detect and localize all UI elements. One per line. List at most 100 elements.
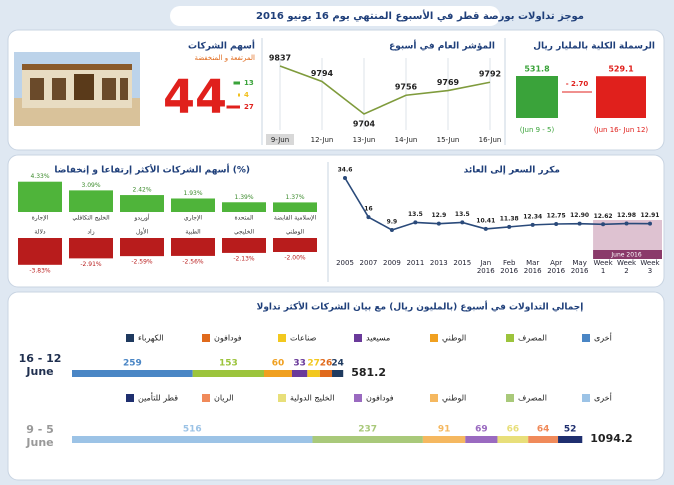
legend-swatch [354, 334, 362, 342]
value-label: -3.83% [29, 267, 51, 274]
bar [222, 202, 266, 212]
category-label: المتحدة [235, 215, 254, 222]
value-label: 91 [438, 425, 451, 435]
building-photo [14, 52, 140, 126]
value-label: 531.8 [524, 65, 550, 74]
value-label: 9704 [353, 120, 376, 129]
point [366, 215, 371, 220]
segment [291, 370, 308, 377]
segment [558, 436, 583, 443]
legend-label: الكهرباء [138, 334, 164, 343]
value-label: -2.59% [131, 259, 153, 266]
panel [7, 291, 665, 481]
point [483, 226, 488, 231]
point [460, 220, 465, 225]
x-tick-label: 2007 [359, 259, 378, 267]
count-label: 4 [244, 91, 249, 99]
category-label: دلالة [34, 229, 45, 236]
segment [192, 370, 264, 377]
row-label: 9 - 5 June [26, 423, 54, 449]
value-label: 69 [475, 425, 488, 435]
x-tick-label: Week 2 [616, 259, 637, 275]
value-label: 27 [307, 359, 320, 369]
legend-label: أخرى [594, 333, 612, 343]
segment [307, 370, 320, 377]
annotation: - 2.70 [566, 80, 589, 88]
legend-swatch [202, 394, 210, 402]
segment [528, 436, 559, 443]
category-label: الطبية [185, 229, 201, 236]
legend-swatch [126, 394, 134, 402]
category-label: الخليجي [234, 229, 254, 236]
segment [319, 370, 333, 377]
value-label: -2.00% [284, 255, 306, 262]
panel [7, 29, 665, 151]
x-tick-label: Week 1 [593, 259, 613, 275]
x-tick-label: 2013 [429, 259, 448, 267]
point [648, 221, 652, 226]
value-label: 237 [358, 425, 377, 435]
legend-swatch [506, 394, 514, 402]
value-label: 9794 [311, 69, 334, 78]
legend-swatch [126, 334, 134, 342]
category-label: الخليج التكافلي [72, 215, 110, 222]
point [601, 222, 606, 227]
chart-title: مكرر السعر إلى العائد [464, 166, 560, 176]
value-label: 52 [564, 425, 577, 435]
bar [596, 76, 646, 118]
count-bar [238, 93, 240, 97]
value-label: 13.5 [455, 211, 470, 218]
segment [72, 370, 193, 377]
value-label: 13.5 [408, 211, 423, 218]
category-label: الإجارة [32, 215, 49, 222]
x-tick-label: Feb 2016 [500, 259, 519, 275]
point [507, 224, 512, 229]
x-tick-label: 2011 [406, 259, 425, 267]
value-label: 12.75 [547, 213, 566, 220]
value-label: 9756 [395, 83, 418, 92]
legend-label: الخليج الدولية [290, 394, 334, 403]
value-label: 12.90 [570, 212, 589, 219]
legend-label: المصرف [518, 394, 547, 403]
legend-swatch [278, 394, 286, 402]
legend-label: الوطني [442, 394, 466, 403]
value-label: 529.1 [608, 65, 634, 74]
count-label: 13 [244, 79, 254, 87]
legend-label: فودافون [366, 394, 394, 403]
legend-label: صناعات [290, 334, 317, 343]
point [530, 222, 535, 227]
segment [465, 436, 498, 443]
bar [273, 202, 317, 212]
bar [69, 190, 113, 212]
x-tick-label: 14-Jun [395, 136, 418, 144]
chart-title: أسهم الشركات [188, 40, 255, 52]
line [344, 177, 651, 231]
value-label: 1.93% [183, 190, 202, 197]
value-label: 12.9 [431, 212, 446, 219]
legend-label: أخرى [594, 393, 612, 403]
category-label: الوطني [286, 229, 305, 236]
category-label: الأول [136, 228, 149, 236]
point [389, 228, 394, 232]
highlight-tag [593, 250, 662, 259]
title-bar [170, 6, 500, 26]
value-label: 9837 [269, 54, 291, 63]
category-label: (Jun 16- Jun 12) [594, 126, 649, 134]
bar [222, 238, 266, 253]
legend-swatch [582, 394, 590, 402]
x-tick-label: 9-Jun [271, 136, 289, 144]
segment [332, 370, 344, 377]
x-tick-label: 2009 [383, 259, 401, 267]
point [413, 220, 418, 225]
count-bar [233, 81, 240, 85]
legend-label: فودافون [214, 334, 242, 343]
category-label: (Jun 9 - 5) [520, 126, 555, 134]
segment [312, 436, 423, 443]
x-tick-label: 15-Jun [437, 136, 460, 144]
segment [497, 436, 529, 443]
point [554, 222, 559, 226]
legend-swatch [430, 394, 438, 402]
point [577, 221, 582, 226]
